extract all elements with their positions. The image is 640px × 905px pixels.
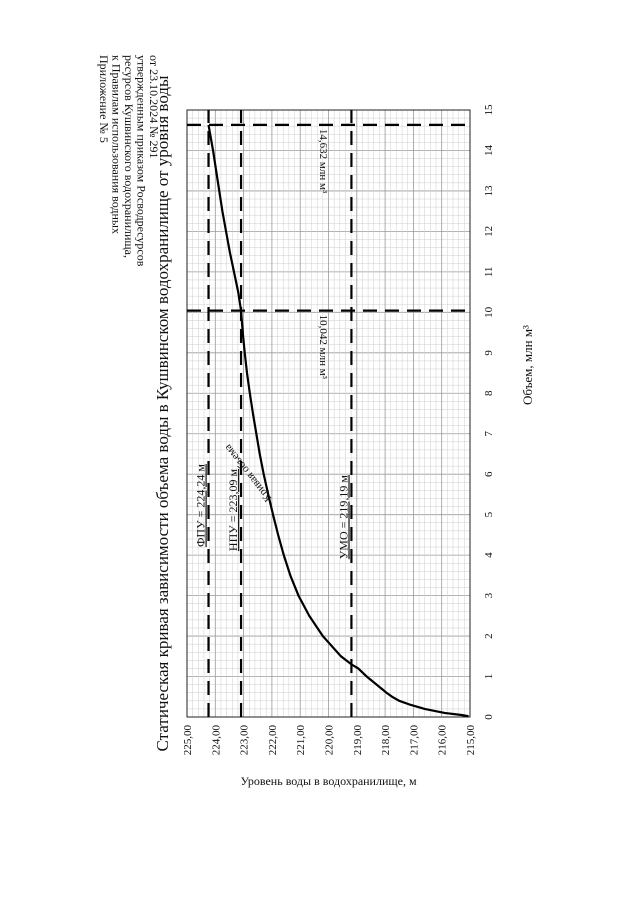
level-line-label: ФПУ = 224,24 м [194,464,208,547]
x-tick-label: 12 [483,226,495,237]
level-line-label: НПУ = 223,09 м [226,468,240,551]
chart-marks: Статическая кривая зависимости объема во… [153,75,535,788]
x-tick-label: 5 [483,511,495,517]
x-tick-label: 11 [483,267,495,278]
x-tick-label: 9 [483,350,495,356]
header-line: к Правилам использования водных [110,55,124,234]
x-tick-label: 6 [483,471,495,477]
chart-grid [186,109,471,718]
y-axis-label: Уровень воды в водохранилище, м [240,774,417,788]
y-tick-label: 221,00 [295,725,307,756]
level-line-label: УМО = 219,19 м [336,475,350,560]
y-tick-label: 218,00 [380,725,392,756]
y-tick-label: 225,00 [182,725,194,756]
volume-curve-line [207,124,469,718]
x-tick-label: 13 [483,185,495,197]
y-tick-label: 216,00 [437,725,449,756]
y-tick-label: 217,00 [408,725,420,756]
x-tick-label: 14 [483,144,495,156]
plot-frame [186,109,471,718]
chart-title: Статическая кривая зависимости объема во… [153,75,172,751]
y-tick-label: 220,00 [324,725,336,756]
x-tick-label: 4 [483,552,495,558]
y-tick-label: 219,00 [352,725,364,756]
x-tick-label: 8 [483,390,495,396]
y-tick-label: 224,00 [210,725,222,756]
x-tick-label: 3 [483,592,495,598]
volume-line-label: 10,042 млн м³ [317,315,329,380]
x-axis-label: Объем, млн м³ [520,325,535,405]
y-tick-label: 215,00 [465,725,477,756]
header-line: ресурсов Кушвинского водохранилища, [122,55,136,258]
header-line: от 23.10.2024 № 291 [147,55,161,159]
header-line: утвержденным приказом Росводресурсов [135,55,149,267]
x-tick-label: 2 [483,633,495,639]
x-tick-label: 7 [483,430,495,436]
header-line: Приложение № 5 [97,55,111,143]
x-tick-label: 10 [483,306,495,318]
volume-line-label: 14,632 млн м³ [317,129,329,194]
y-tick-label: 223,00 [239,725,251,756]
header-text: Приложение № 5к Правилам использования в… [97,55,161,267]
y-tick-label: 222,00 [267,725,279,756]
x-tick-label: 0 [483,714,495,720]
x-tick-label: 15 [483,104,495,116]
x-tick-label: 1 [483,674,495,680]
